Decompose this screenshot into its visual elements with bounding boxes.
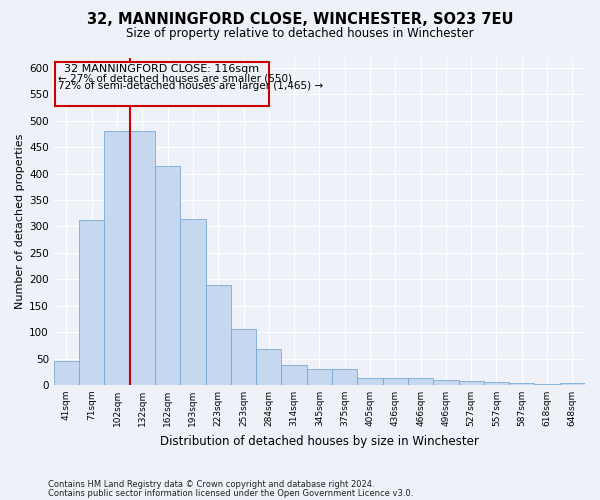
Bar [535, 384, 560, 385]
Bar [383, 378, 408, 385]
Bar [332, 369, 358, 385]
Bar [484, 382, 509, 385]
Text: Contains public sector information licensed under the Open Government Licence v3: Contains public sector information licen… [48, 488, 413, 498]
Bar [130, 132, 155, 385]
Bar [307, 369, 332, 385]
Bar [54, 361, 79, 385]
Bar [206, 284, 231, 385]
Text: 32, MANNINGFORD CLOSE, WINCHESTER, SO23 7EU: 32, MANNINGFORD CLOSE, WINCHESTER, SO23 … [87, 12, 513, 28]
Y-axis label: Number of detached properties: Number of detached properties [15, 134, 25, 309]
X-axis label: Distribution of detached houses by size in Winchester: Distribution of detached houses by size … [160, 434, 479, 448]
Bar [55, 62, 269, 106]
Bar [256, 349, 281, 385]
Bar [560, 384, 585, 385]
Bar [408, 378, 433, 385]
Text: 72% of semi-detached houses are larger (1,465) →: 72% of semi-detached houses are larger (… [58, 82, 323, 92]
Bar [231, 330, 256, 385]
Bar [358, 378, 383, 385]
Text: Size of property relative to detached houses in Winchester: Size of property relative to detached ho… [126, 28, 474, 40]
Bar [281, 366, 307, 385]
Bar [180, 218, 206, 385]
Bar [104, 132, 130, 385]
Text: 32 MANNINGFORD CLOSE: 116sqm: 32 MANNINGFORD CLOSE: 116sqm [64, 64, 259, 74]
Text: ← 27% of detached houses are smaller (550): ← 27% of detached houses are smaller (55… [58, 74, 292, 84]
Bar [458, 380, 484, 385]
Bar [509, 384, 535, 385]
Text: Contains HM Land Registry data © Crown copyright and database right 2024.: Contains HM Land Registry data © Crown c… [48, 480, 374, 489]
Bar [155, 166, 180, 385]
Bar [79, 220, 104, 385]
Bar [433, 380, 458, 385]
